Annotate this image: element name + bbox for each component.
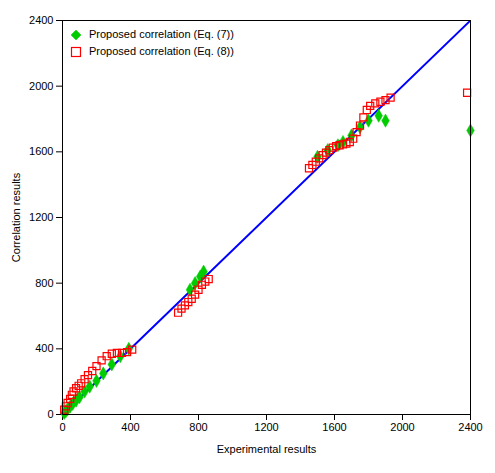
svg-text:1600: 1600 (29, 145, 53, 157)
svg-text:1200: 1200 (29, 211, 53, 223)
svg-text:2400: 2400 (29, 14, 53, 26)
svg-text:800: 800 (35, 277, 53, 289)
svg-text:2000: 2000 (29, 80, 53, 92)
svg-text:2400: 2400 (458, 421, 482, 433)
html-text:Proposed correlation (Eq. (8)): Proposed correlation (Eq. (8)) (89, 45, 234, 57)
svg-text:2000: 2000 (390, 421, 414, 433)
svg-text:1200: 1200 (254, 421, 278, 433)
svg-text:400: 400 (121, 421, 139, 433)
svg-text:0: 0 (59, 421, 65, 433)
svg-text:800: 800 (189, 421, 207, 433)
svg-text:Experimental results: Experimental results (217, 443, 317, 455)
svg-text:0: 0 (47, 408, 53, 420)
svg-text:400: 400 (35, 342, 53, 354)
html-text:Proposed correlation (Eq. (7)): Proposed correlation (Eq. (7)) (89, 28, 234, 40)
svg-text:1600: 1600 (322, 421, 346, 433)
svg-text:Correlation results: Correlation results (10, 172, 22, 262)
